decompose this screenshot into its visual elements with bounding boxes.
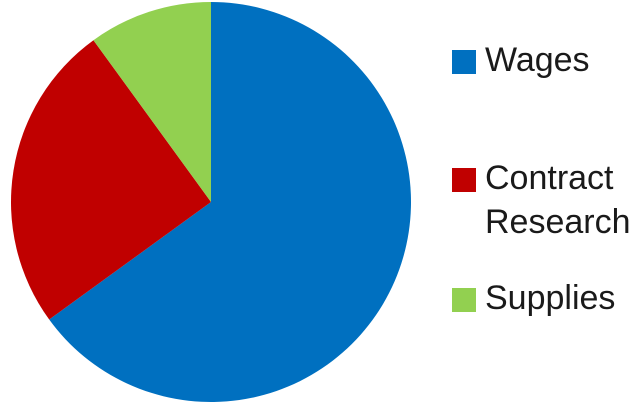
legend-swatch-wages <box>452 50 476 74</box>
legend-swatch-supplies <box>452 288 476 312</box>
pie-slice-supplies <box>93 2 211 202</box>
pie-plot-area <box>11 2 412 403</box>
legend-item-wages: Wages <box>452 38 590 82</box>
legend-label-wages: Wages <box>485 41 590 79</box>
legend-item-supplies: Supplies <box>452 276 615 320</box>
pie-slice-wages <box>49 2 412 403</box>
legend-item-contract-research: Contract Research <box>452 156 631 244</box>
legend-swatch-contract-research <box>452 168 476 192</box>
pie-slice-contract-research <box>11 40 212 320</box>
legend-label-contract-research: Contract Research <box>485 159 631 241</box>
legend-label-supplies: Supplies <box>485 279 616 317</box>
chart-legend: Wages Contract Research Supplies <box>452 0 636 404</box>
